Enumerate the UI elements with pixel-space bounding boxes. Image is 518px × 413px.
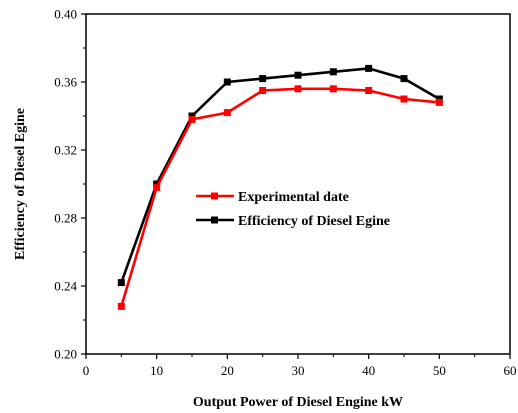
y-tick-label: 0.32 [54,143,77,158]
data-point-marker [329,85,337,93]
series-line [120,87,440,307]
y-tick-label: 0.20 [54,347,77,362]
legend-entry: Experimental date [196,190,349,205]
data-point-marker [117,302,125,310]
x-tick-label: 10 [150,363,163,378]
legend-label: Experimental date [238,190,349,205]
series-experimental-date [117,85,443,310]
data-point-marker [259,87,267,94]
data-point-marker [259,75,267,83]
data-point-marker [294,71,302,79]
data-point-marker [365,64,373,72]
data-point-marker [400,95,408,103]
series-layer [117,64,443,310]
series-line [120,67,440,284]
data-point-marker [153,183,161,191]
x-axis-title: Output Power of Diesel Engine kW [193,395,403,410]
data-point-marker [117,279,125,287]
y-tick-label: 0.24 [54,279,77,294]
x-tick-label: 50 [433,363,446,378]
x-tick-label: 40 [362,363,375,378]
data-point-marker [365,87,373,94]
data-point-marker [329,68,337,76]
legend-label: Efficiency of Diesel Egine [238,214,390,229]
data-point-marker [188,115,196,123]
data-point-marker [400,75,408,83]
x-tick-label: 60 [504,363,517,378]
series-efficiency-of-diesel-egine [117,64,443,287]
data-point-marker [223,109,231,117]
x-tick-label: 20 [221,363,234,378]
ticks-layer: 0 10 20 30 40 50 60 0.20 0.24 0.28 0.32 0.36 0.40 [54,7,516,379]
x-tick-label: 0 [83,363,90,378]
y-tick-label: 0.40 [54,7,77,22]
legend-entry: Efficiency of Diesel Egine [196,214,390,229]
legend: Experimental date Efficiency of Diesel Eg… [196,190,390,229]
legend-marker [211,192,218,200]
data-point-marker [435,98,443,106]
data-point-marker [294,85,302,93]
x-tick-label: 30 [292,363,305,378]
legend-marker [211,216,218,224]
y-tick-label: 0.28 [54,211,77,226]
data-point-marker [223,78,231,86]
y-tick-label: 0.36 [54,75,77,90]
y-axis-title: Efficiency of Diesel Egine [13,108,28,260]
plot-frame [85,13,511,355]
